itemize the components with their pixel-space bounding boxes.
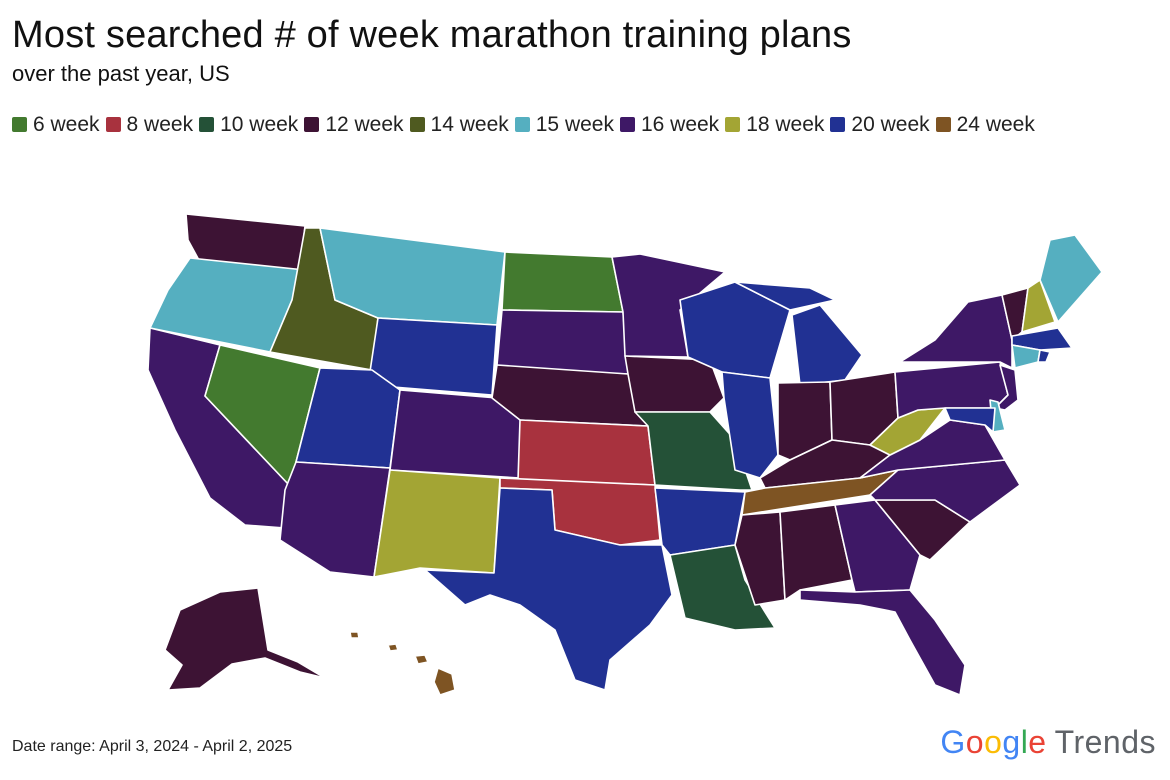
legend-swatch (725, 117, 741, 132)
state-ny (899, 294, 1013, 369)
states-group (147, 213, 1103, 696)
map-subtitle: over the past year, US (12, 61, 230, 86)
legend-swatch (105, 117, 121, 132)
logo-letter: o (965, 724, 985, 760)
state-ks (517, 419, 656, 486)
state-nj (994, 364, 1019, 411)
legend-label: 18 week (746, 112, 825, 136)
legend-label: 10 week (220, 112, 299, 136)
state-al (779, 504, 853, 601)
state-mi (791, 304, 863, 386)
legend-swatch (199, 117, 215, 132)
legend-label: 24 week (956, 112, 1035, 136)
legend-item-12-week: 12 week (304, 112, 404, 137)
logo-trends-word: Trends (1054, 724, 1156, 760)
us-state-map (147, 213, 1103, 696)
logo-letter: e (1028, 724, 1047, 760)
state-ri (1037, 349, 1051, 363)
legend-swatch (304, 117, 320, 132)
state-ma (1011, 327, 1073, 351)
logo-letter: l (1020, 724, 1029, 760)
legend-swatch (409, 117, 425, 132)
legend-item-8-week: 8 week (105, 112, 194, 137)
state-ak (164, 587, 326, 691)
state-sd (496, 309, 629, 375)
state-mi-up (734, 281, 836, 311)
state-nh (1021, 279, 1056, 333)
legend-label: 6 week (33, 112, 100, 136)
state-ne (491, 364, 649, 427)
google-trends-logo: Google Trends (940, 724, 1156, 761)
legend-label: 20 week (851, 112, 930, 136)
state-me (1039, 234, 1103, 323)
state-az (279, 461, 391, 578)
legend-item-6-week: 6 week (12, 112, 100, 137)
legend-item-18-week: 18 week (725, 112, 824, 137)
date-range: Date range: April 3, 2024 - April 2, 202… (12, 738, 293, 755)
state-fl (799, 589, 966, 696)
legend-item-24-week: 24 week (935, 112, 1035, 137)
logo-letter: G (940, 724, 966, 760)
legend-item-10-week: 10 week (199, 112, 298, 137)
legend-label: 8 week (126, 112, 194, 136)
legend-item-15-week: 15 week (514, 112, 614, 137)
legend-item-16-week: 16 week (619, 112, 720, 137)
legend-label: 12 week (325, 112, 404, 136)
state-hi-oahu (387, 643, 399, 652)
legend-item-14-week: 14 week (409, 112, 509, 137)
legend-label: 14 week (430, 112, 509, 136)
legend-swatch (830, 117, 846, 132)
state-ms (734, 511, 786, 606)
state-hi-kauai (349, 631, 360, 639)
state-mo (634, 411, 753, 491)
legend-label: 15 week (535, 112, 614, 136)
state-hi-maui (414, 654, 429, 665)
legend-swatch (514, 117, 530, 132)
state-ct (1011, 344, 1041, 369)
map-title: Most searched # of week marathon trainin… (12, 14, 852, 56)
legend-item-20-week: 20 week (830, 112, 930, 137)
state-tx (424, 487, 673, 691)
legend-swatch (619, 117, 635, 132)
state-md (944, 407, 996, 433)
legend-swatch (12, 117, 27, 132)
legend-swatch (935, 117, 951, 132)
state-hi-big (433, 667, 456, 696)
state-nm (373, 469, 501, 578)
state-nd (501, 251, 624, 313)
logo-letter: g (1002, 724, 1021, 760)
legend-label: 16 week (640, 112, 720, 136)
legend: 6 week 8 week 10 week 12 week 14 week 15… (12, 112, 1112, 137)
logo-letter: o (984, 724, 1003, 760)
